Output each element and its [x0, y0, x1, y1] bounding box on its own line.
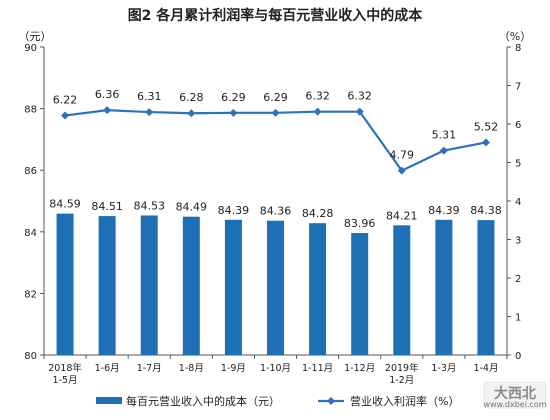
- line-data-label: 5.31: [432, 129, 457, 142]
- line-data-label: 6.22: [53, 94, 78, 107]
- legend-bar-swatch: [96, 397, 122, 404]
- bar: [182, 216, 200, 355]
- right-tick-label: 1: [515, 313, 521, 324]
- right-tick-label: 7: [515, 82, 521, 93]
- left-tick-label: 90: [24, 43, 37, 54]
- right-tick-label: 2: [515, 274, 521, 285]
- category-label: 1-10月: [260, 363, 291, 374]
- bar-data-label: 84.38: [470, 204, 502, 217]
- line-data-label: 6.29: [263, 91, 288, 104]
- line-marker: [187, 109, 196, 118]
- line-data-label: 6.32: [347, 90, 372, 103]
- line-marker: [313, 107, 322, 116]
- line-marker: [229, 108, 238, 117]
- bar: [224, 219, 242, 355]
- line-path: [64, 109, 487, 172]
- axes: 80 82 84 86 88 90 0 1 2 3 4 5 6 7 8: [24, 43, 521, 362]
- category-label: 1-8月: [179, 363, 204, 374]
- line-data-label: 6.28: [179, 91, 204, 104]
- category-label: 2018年 1-5月: [48, 362, 82, 386]
- left-tick-label: 88: [24, 105, 37, 116]
- line-data-label: 4.79: [390, 149, 415, 162]
- category-label: 1-9月: [221, 363, 246, 374]
- category-label: 1-6月: [95, 363, 120, 374]
- bar-data-label: 84.53: [133, 199, 165, 212]
- category-labels: 2018年 1-5月 1-6月 1-7月 1-8月 1-9月 1-10月 1-11月 1-12月…: [48, 362, 498, 386]
- bar: [435, 219, 453, 355]
- bar: [98, 216, 116, 355]
- left-tick-label: 84: [24, 228, 37, 239]
- bar: [267, 220, 284, 355]
- line-marker: [103, 106, 112, 115]
- right-tick-label: 4: [515, 197, 521, 208]
- left-axis-unit: （元）: [19, 30, 52, 43]
- line-marker: [397, 166, 406, 175]
- watermark-badge: [483, 381, 547, 409]
- bar-data-label: 84.39: [428, 204, 460, 217]
- bar: [477, 220, 495, 355]
- category-label: 1-12月: [344, 363, 375, 374]
- watermark: 大西北 www.dxbei.com: [483, 381, 547, 409]
- right-axis-unit: （%）: [499, 30, 531, 43]
- right-tick-label: 8: [515, 43, 521, 54]
- watermark-logo-text: 大西北: [494, 385, 536, 402]
- bar-data-label: 84.59: [49, 198, 81, 211]
- category-label: 2019年 1-2月: [385, 362, 419, 386]
- bar-series: [56, 213, 495, 355]
- bar-data-label: 84.49: [176, 201, 208, 214]
- legend: 每百元营业收入中的成本（元） 营业收入利润率（%）: [96, 394, 459, 408]
- legend-line-marker: [327, 397, 335, 405]
- line-data-label: 6.31: [137, 90, 162, 103]
- legend-line-label: 营业收入利润率（%）: [350, 394, 459, 408]
- bar: [309, 223, 327, 355]
- line-marker: [145, 108, 154, 117]
- bar-data-label: 83.96: [344, 217, 376, 230]
- chart-title: 图2 各月累计利润率与每百元营业收入中的成本: [128, 7, 424, 24]
- category-label: 1-3月: [431, 363, 456, 374]
- line-data-label: 6.32: [305, 90, 330, 103]
- left-tick-label: 82: [24, 289, 37, 300]
- data-labels: 84.59 84.51 84.53 84.49 84.39 84.36 84.28 83.96…: [49, 88, 501, 230]
- bar: [56, 213, 74, 355]
- line-marker: [61, 111, 70, 120]
- right-tick-label: 0: [515, 351, 521, 362]
- right-tick-label: 5: [515, 159, 521, 170]
- left-tick-label: 80: [24, 351, 37, 362]
- line-series: [61, 106, 490, 175]
- line-data-label: 5.52: [474, 120, 499, 133]
- bar-data-label: 84.36: [260, 205, 292, 218]
- watermark-url: www.dxbei.com: [483, 400, 546, 409]
- line-data-label: 6.29: [221, 91, 246, 104]
- bar-data-label: 84.28: [302, 207, 334, 220]
- bar: [140, 215, 158, 355]
- bar: [393, 225, 411, 355]
- line-marker: [271, 108, 280, 117]
- legend-bar-label: 每百元营业收入中的成本（元）: [126, 394, 280, 408]
- line-marker: [439, 146, 448, 155]
- category-label: 1-7月: [137, 363, 162, 374]
- line-marker: [355, 107, 364, 116]
- line-marker: [481, 138, 490, 147]
- bar-data-label: 84.21: [386, 209, 418, 222]
- category-label: 1-4月: [473, 363, 498, 374]
- right-tick-label: 3: [515, 236, 521, 247]
- bar: [351, 233, 369, 355]
- bar-data-label: 84.39: [218, 204, 250, 217]
- bar-data-label: 84.51: [91, 200, 123, 213]
- category-label: 1-11月: [302, 363, 333, 374]
- right-tick-label: 6: [515, 120, 521, 131]
- left-tick-label: 86: [24, 166, 37, 177]
- line-data-label: 6.36: [95, 88, 120, 101]
